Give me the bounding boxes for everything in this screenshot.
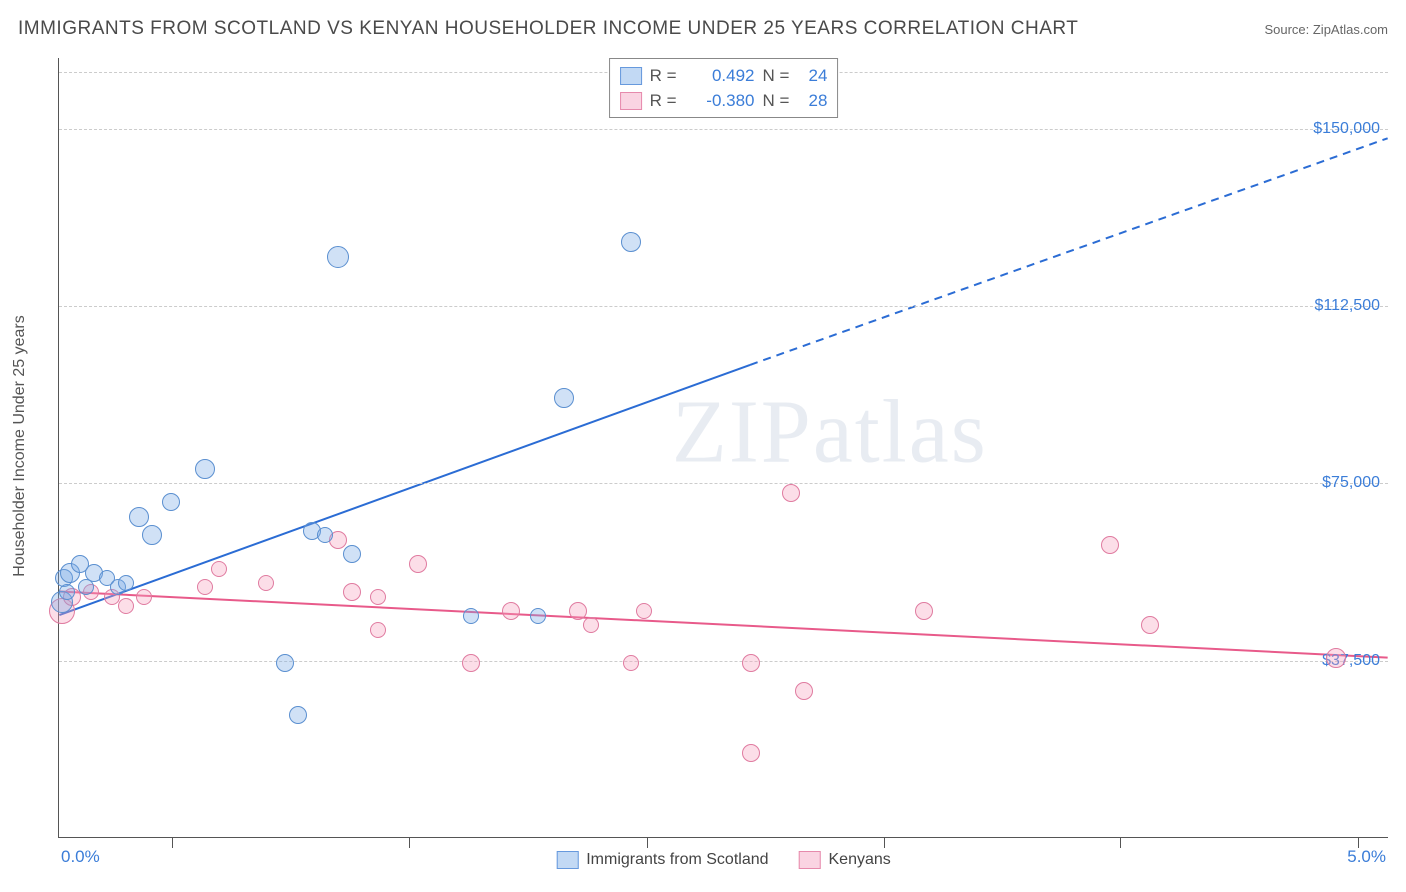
- scotland-marker: [554, 388, 574, 408]
- r-label: R =: [650, 63, 677, 88]
- scotland-marker: [327, 246, 349, 268]
- kenyans-marker: [636, 603, 652, 619]
- legend-item-kenyans: Kenyans: [799, 851, 891, 869]
- r-value-kenyans: -0.380: [685, 88, 755, 113]
- kenyans-marker: [742, 744, 760, 762]
- legend-label-scotland: Immigrants from Scotland: [586, 851, 768, 869]
- scotland-marker: [317, 527, 333, 543]
- kenyans-marker: [136, 589, 152, 605]
- watermark: ZIPatlas: [672, 380, 988, 483]
- legend-label-kenyans: Kenyans: [829, 851, 891, 869]
- scotland-marker: [129, 507, 149, 527]
- scotland-marker: [162, 493, 180, 511]
- trend-lines-svg: [59, 58, 1388, 837]
- kenyans-marker: [583, 617, 599, 633]
- grid-line: [59, 661, 1388, 662]
- x-tick: [884, 838, 885, 848]
- r-value-scotland: 0.492: [685, 63, 755, 88]
- legend-item-scotland: Immigrants from Scotland: [556, 851, 768, 869]
- y-tick-label: $112,500: [1314, 297, 1380, 315]
- y-tick-label: $75,000: [1322, 474, 1380, 492]
- kenyans-marker: [343, 583, 361, 601]
- kenyans-marker: [795, 682, 813, 700]
- kenyans-marker: [1326, 648, 1346, 668]
- chart-title: IMMIGRANTS FROM SCOTLAND VS KENYAN HOUSE…: [18, 18, 1078, 40]
- kenyans-marker: [502, 602, 520, 620]
- scotland-marker: [343, 545, 361, 563]
- kenyans-marker: [782, 484, 800, 502]
- kenyans-marker: [118, 598, 134, 614]
- n-value-scotland: 24: [797, 63, 827, 88]
- swatch-blue-icon: [620, 67, 642, 85]
- scotland-marker: [289, 706, 307, 724]
- n-label: N =: [763, 63, 790, 88]
- stats-row-scotland: R = 0.492 N = 24: [620, 63, 828, 88]
- x-tick: [172, 838, 173, 848]
- scotland-marker: [276, 654, 294, 672]
- r-label: R =: [650, 88, 677, 113]
- n-value-kenyans: 28: [797, 88, 827, 113]
- kenyans-marker: [915, 602, 933, 620]
- y-tick-label: $150,000: [1313, 120, 1380, 138]
- scotland-marker: [118, 575, 134, 591]
- kenyans-marker: [623, 655, 639, 671]
- kenyans-marker: [462, 654, 480, 672]
- grid-line: [59, 483, 1388, 484]
- kenyans-marker: [569, 602, 587, 620]
- grid-line: [59, 306, 1388, 307]
- kenyans-marker: [742, 654, 760, 672]
- scotland-marker: [621, 232, 641, 252]
- swatch-blue-icon: [556, 851, 578, 869]
- y-axis-title: Householder Income Under 25 years: [11, 315, 29, 576]
- x-tick: [1120, 838, 1121, 848]
- x-tick: [1358, 838, 1359, 848]
- kenyans-marker: [258, 575, 274, 591]
- scotland-marker: [195, 459, 215, 479]
- x-tick: [409, 838, 410, 848]
- kenyans-marker: [1101, 536, 1119, 554]
- n-label: N =: [763, 88, 790, 113]
- stats-row-kenyans: R = -0.380 N = 28: [620, 88, 828, 113]
- x-axis-max-label: 5.0%: [1347, 847, 1386, 867]
- plot-area: ZIPatlas R = 0.492 N = 24 R = -0.380 N =…: [58, 58, 1388, 838]
- scotland-marker: [463, 608, 479, 624]
- stats-legend-box: R = 0.492 N = 24 R = -0.380 N = 28: [609, 58, 839, 118]
- scotland-marker: [530, 608, 546, 624]
- grid-line: [59, 129, 1388, 130]
- kenyans-marker: [409, 555, 427, 573]
- kenyans-marker: [370, 589, 386, 605]
- kenyans-marker: [1141, 616, 1159, 634]
- scotland-marker: [142, 525, 162, 545]
- swatch-pink-icon: [799, 851, 821, 869]
- kenyans-marker: [211, 561, 227, 577]
- swatch-pink-icon: [620, 92, 642, 110]
- scotland-marker: [59, 584, 75, 600]
- kenyans-marker: [370, 622, 386, 638]
- x-axis-min-label: 0.0%: [61, 847, 100, 867]
- x-tick: [647, 838, 648, 848]
- kenyans-marker: [197, 579, 213, 595]
- legend-bottom: Immigrants from Scotland Kenyans: [556, 851, 891, 869]
- source-label: Source: ZipAtlas.com: [1264, 22, 1388, 37]
